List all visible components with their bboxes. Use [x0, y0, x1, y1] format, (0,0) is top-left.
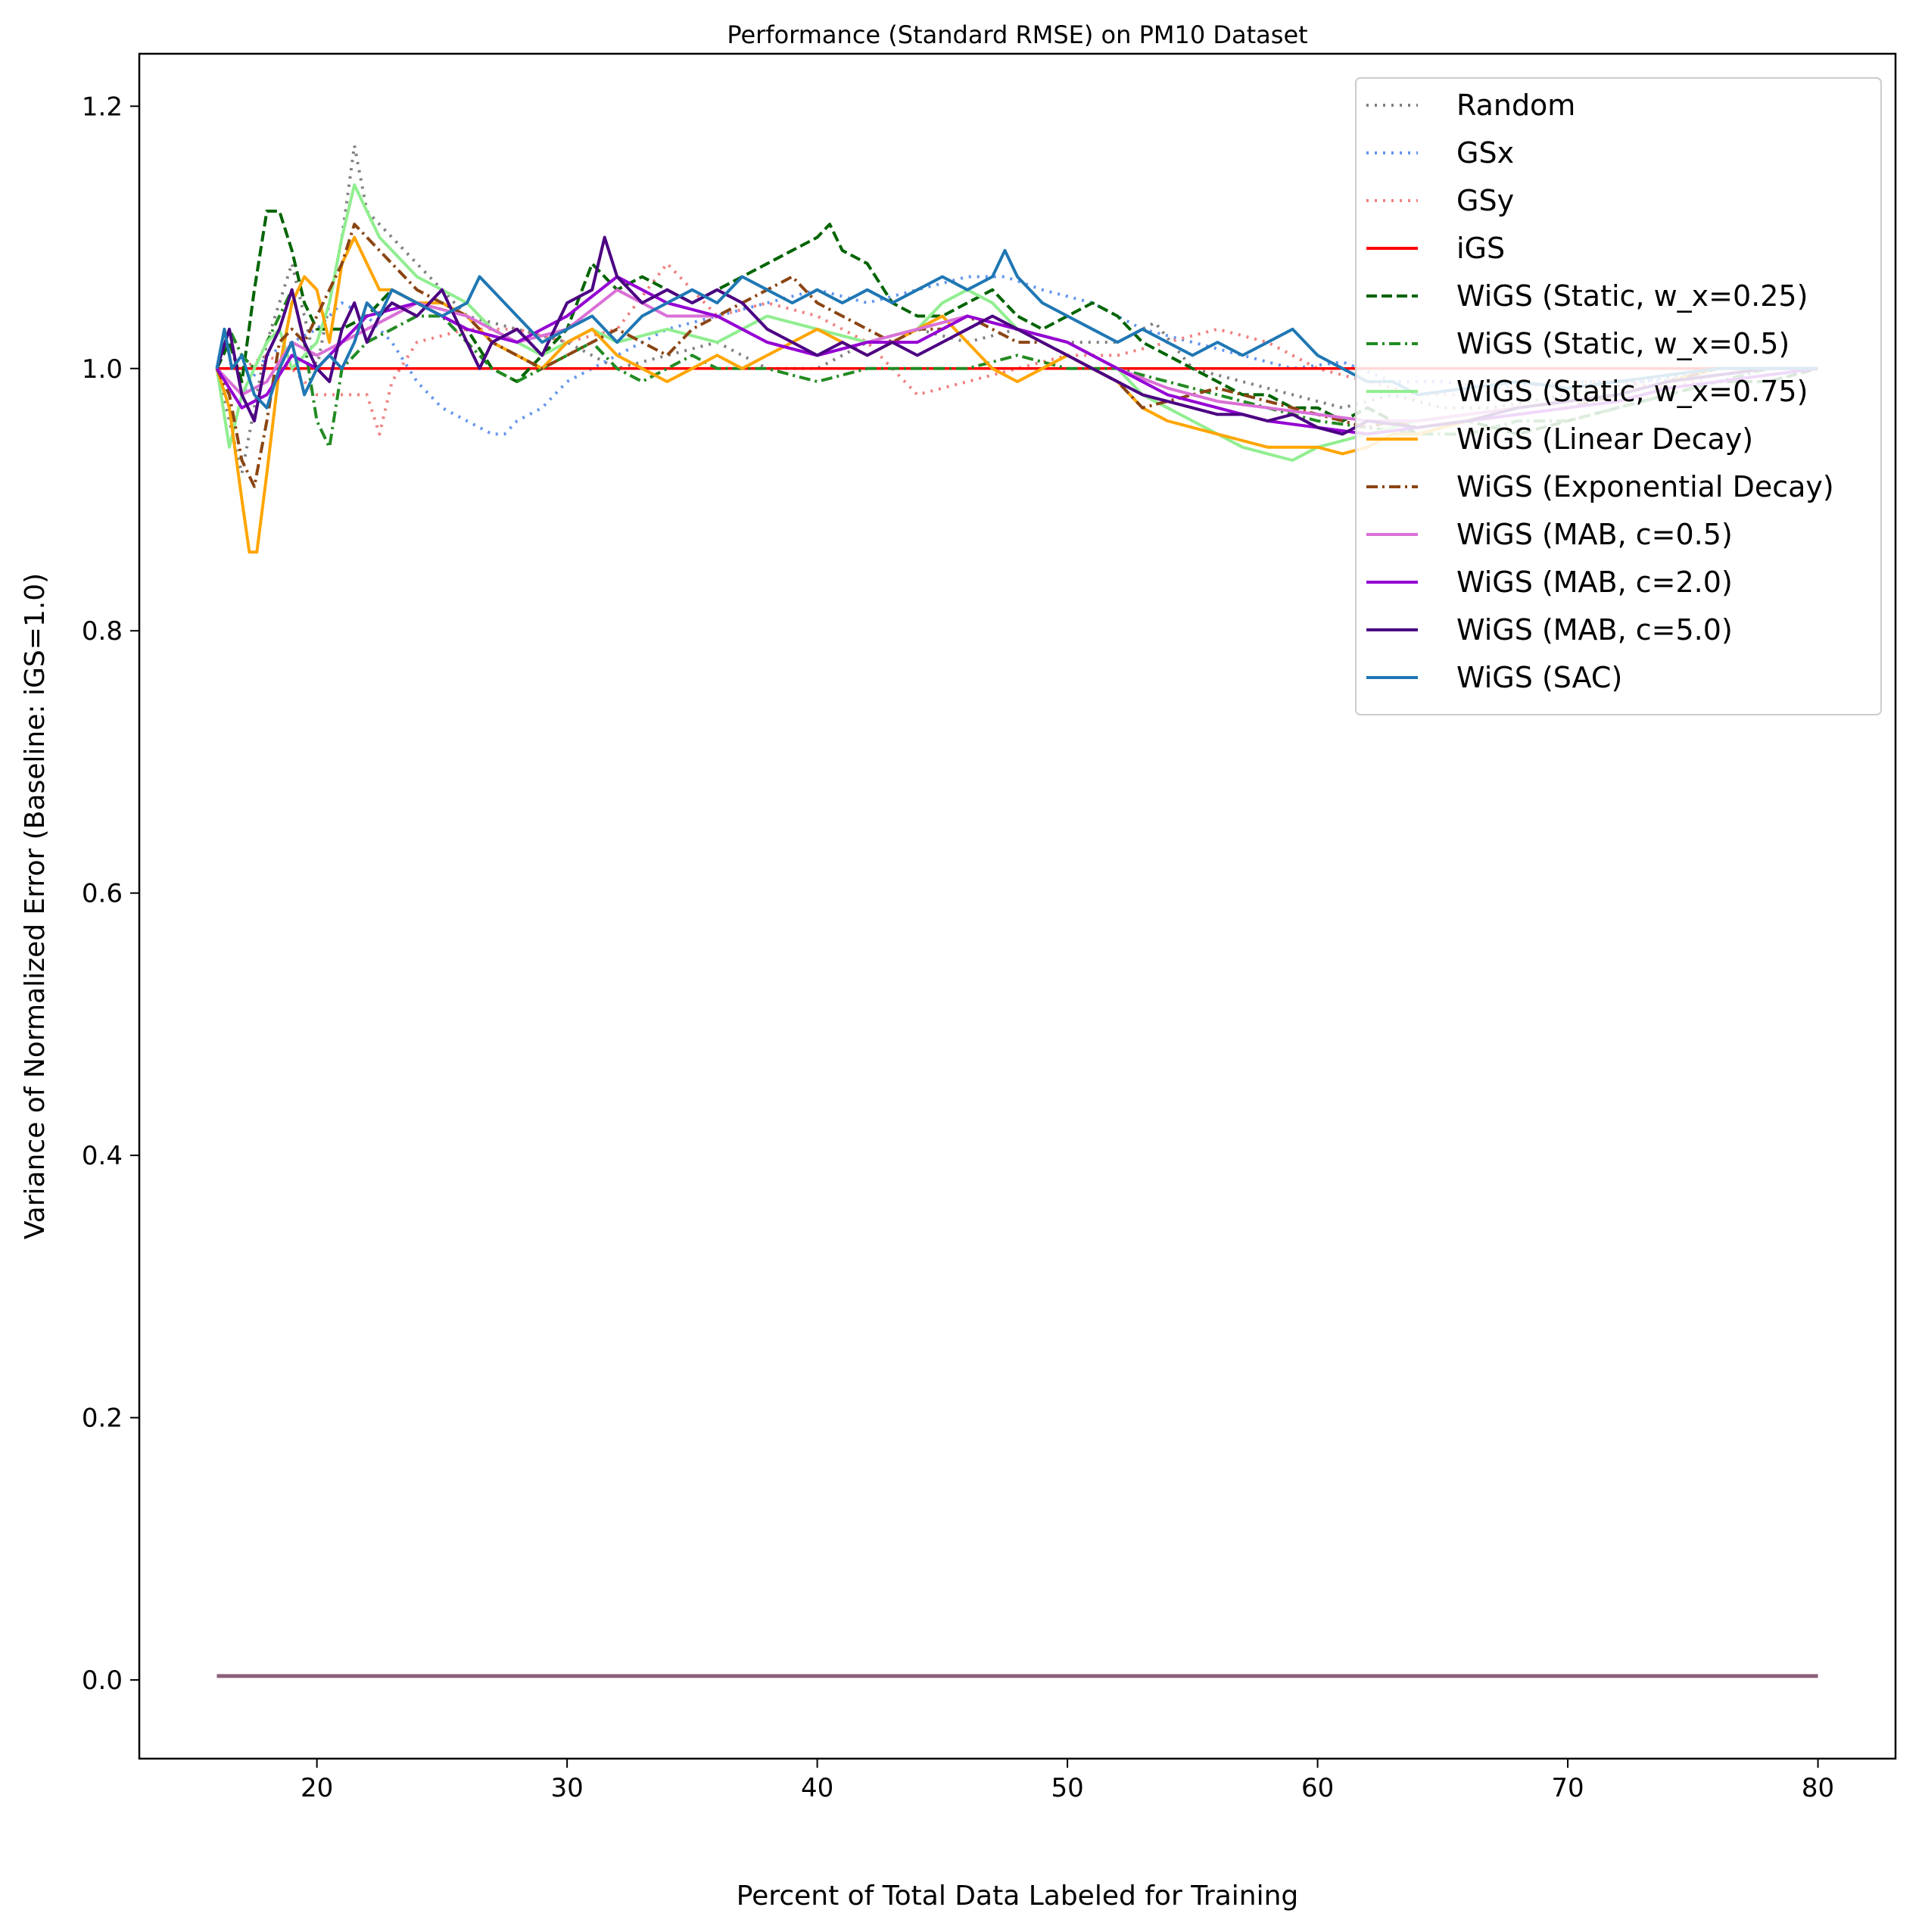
legend-label: GSx [1456, 136, 1514, 170]
y-tick-label: 0.2 [82, 1404, 123, 1434]
series-line-0 [215, 144, 1818, 475]
x-tick-label: 20 [301, 1773, 333, 1803]
legend-label: WiGS (Static, w_x=0.5) [1456, 327, 1790, 360]
legend-label: WiGS (SAC) [1456, 661, 1622, 694]
legend-label: WiGS (MAB, c=0.5) [1456, 518, 1733, 551]
legend-label: WiGS (Exponential Decay) [1456, 470, 1834, 503]
x-tick-label: 40 [801, 1773, 833, 1803]
x-tick-label: 70 [1551, 1773, 1584, 1803]
x-tick-label: 80 [1802, 1773, 1834, 1803]
series-line-12 [215, 248, 1818, 410]
x-tick-label: 50 [1051, 1773, 1083, 1803]
legend-label: iGS [1456, 232, 1505, 265]
y-tick-label: 0.6 [82, 879, 123, 909]
legend-label: Random [1456, 89, 1575, 122]
y-tick-label: 0.8 [82, 616, 123, 647]
x-tick-label: 60 [1301, 1773, 1334, 1803]
legend-label: WiGS (Static, w_x=0.75) [1456, 375, 1808, 408]
x-axis-title: Percent of Total Data Labeled for Traini… [737, 1881, 1299, 1912]
legend-label: WiGS (MAB, c=2.0) [1456, 566, 1733, 599]
y-tick-label: 1.2 [82, 92, 123, 122]
legend-label: WiGS (Static, w_x=0.25) [1456, 279, 1808, 313]
y-axis-title: Variance of Normalized Error (Baseline: … [20, 573, 51, 1239]
y-tick-label: 0.0 [82, 1666, 123, 1696]
plot-frame [138, 52, 1897, 1760]
y-tick-label: 0.4 [82, 1141, 123, 1171]
y-tick-label: 1.0 [82, 354, 123, 385]
legend-label: GSy [1456, 184, 1514, 217]
series-line-4 [215, 209, 1819, 436]
legend-label: WiGS (MAB, c=5.0) [1456, 613, 1733, 647]
chart-title: Performance (Standard RMSE) on PM10 Data… [727, 20, 1307, 49]
series-line-11 [215, 235, 1818, 436]
x-tick-label: 30 [550, 1773, 583, 1803]
legend-label: WiGS (Linear Decay) [1456, 422, 1753, 456]
legend-box [1355, 77, 1882, 715]
